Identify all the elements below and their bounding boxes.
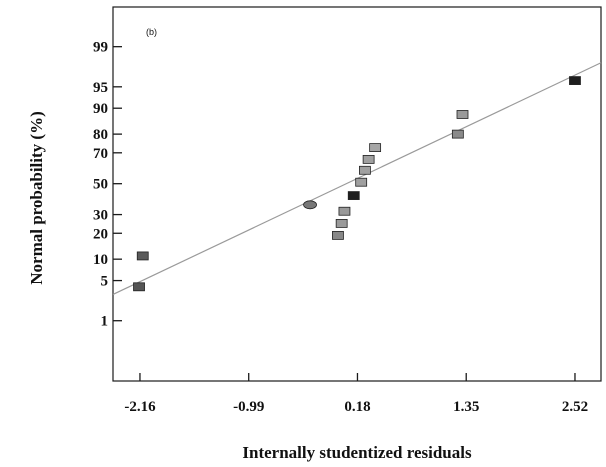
data-point <box>303 200 317 210</box>
x-tick-label: 0.18 <box>344 399 370 415</box>
x-axis-title: Internally studentized residuals <box>242 443 472 462</box>
y-tick-label: 50 <box>93 177 108 193</box>
data-point <box>332 230 344 240</box>
y-tick-label: 70 <box>93 146 108 162</box>
data-point <box>456 110 469 119</box>
y-tick-label: 20 <box>93 226 108 242</box>
data-point <box>362 154 375 164</box>
y-axis-title: Normal probability (%) <box>27 111 46 284</box>
data-point <box>347 191 360 200</box>
x-tick-label: -2.16 <box>124 399 156 415</box>
data-point <box>569 76 581 85</box>
y-tick-label: 1 <box>101 314 109 330</box>
y-tick-label: 90 <box>93 101 108 117</box>
data-point <box>451 129 464 139</box>
data-point <box>133 282 145 292</box>
x-tick-label: 1.35 <box>453 399 479 415</box>
data-point <box>355 177 368 187</box>
data-point <box>359 165 371 175</box>
panel-label: (b) <box>146 27 157 37</box>
x-tick-label: 2.52 <box>562 399 588 415</box>
y-tick-label: 95 <box>93 80 108 96</box>
y-tick-label: 99 <box>93 40 108 56</box>
y-tick-label: 10 <box>93 252 108 268</box>
y-tick-label: 80 <box>93 127 108 143</box>
x-tick-label: -0.99 <box>233 399 264 415</box>
y-tick-label: 30 <box>93 208 108 224</box>
y-tick-label: 5 <box>101 274 109 290</box>
data-point <box>338 206 351 216</box>
data-point <box>136 251 149 261</box>
data-point <box>335 219 348 228</box>
data-point <box>369 143 382 152</box>
